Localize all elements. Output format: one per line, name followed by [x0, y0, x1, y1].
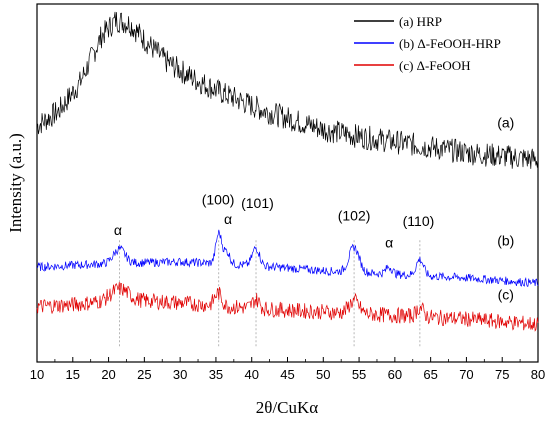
peak-label-4: (102)	[338, 208, 371, 224]
x-tick-label-0: 10	[30, 367, 44, 382]
legend-label-1: (b) Δ-FeOOH-HRP	[399, 36, 501, 51]
x-tick-label-14: 80	[531, 367, 545, 382]
peak-label-1: (100)	[202, 191, 235, 207]
x-tick-label-7: 45	[280, 367, 294, 382]
x-tick-label-12: 70	[459, 367, 473, 382]
x-tick-label-11: 65	[423, 367, 437, 382]
legend-label-0: (a) HRP	[399, 14, 442, 29]
legend-label-2: (c) Δ-FeOOH	[399, 58, 471, 73]
series-line-0	[36, 11, 539, 169]
curve-tag-2: (c)	[498, 286, 514, 302]
x-tick-label-8: 50	[316, 367, 330, 382]
peak-label-3: (101)	[241, 195, 274, 211]
x-tick-label-1: 15	[66, 367, 80, 382]
x-tick-label-4: 30	[173, 367, 187, 382]
peak-label-0: α	[114, 222, 122, 238]
peak-labels: α (100) α (101) (102) α (110)	[114, 191, 434, 250]
curve-tag-1: (b)	[497, 233, 514, 249]
x-axis-label: 2θ/CuKα	[256, 398, 318, 417]
peak-label-5: α	[385, 234, 393, 250]
series-layer	[36, 11, 539, 332]
curve-tag-0: (a)	[497, 115, 514, 131]
series-line-1	[36, 229, 539, 287]
legend: (a) HRP (b) Δ-FeOOH-HRP (c) Δ-FeOOH	[348, 8, 536, 83]
x-tick-label-6: 40	[244, 367, 258, 382]
x-tick-label-2: 20	[101, 367, 115, 382]
reference-lines	[119, 240, 421, 348]
x-axis-ticks: 10 15 20 25 30 35 40 45 50 55 60 65 70 75 80	[30, 357, 545, 382]
x-tick-label-5: 35	[209, 367, 223, 382]
x-tick-label-13: 75	[495, 367, 509, 382]
peak-label-2: α	[224, 211, 232, 227]
x-tick-label-10: 60	[388, 367, 402, 382]
series-line-2	[36, 282, 539, 332]
x-tick-label-9: 55	[352, 367, 366, 382]
x-tick-label-3: 25	[137, 367, 151, 382]
peak-label-6: (110)	[403, 213, 435, 229]
y-axis-label: Intensity (a.u.)	[6, 133, 25, 233]
curve-tags: (a) (b) (c)	[497, 115, 514, 303]
